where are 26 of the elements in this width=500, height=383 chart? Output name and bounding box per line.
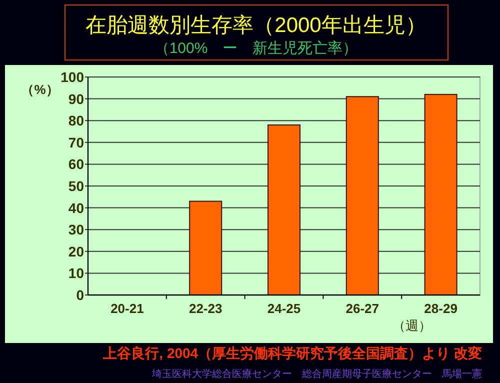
text: 埼玉医科大学総合医療センター 総合周産期母子医療センター 馬場一憲 <box>151 368 482 380</box>
x-tick-label: 20-21 <box>110 301 144 316</box>
x-tick-label: 28-29 <box>424 301 458 316</box>
bar <box>268 124 300 296</box>
bar <box>424 94 458 296</box>
text: 上谷良行, 2004（厚生労働科学研究予後全国調査）より 改変 <box>102 345 482 361</box>
x-axis-title: （週） <box>392 318 432 333</box>
bar <box>346 96 379 296</box>
y-tick-label: 0 <box>76 287 84 303</box>
y-tick-label: 100 <box>60 69 84 85</box>
y-axis-title: （%） <box>21 82 59 97</box>
y-tick-label: 10 <box>68 265 84 282</box>
y-tick-label: 20 <box>68 243 84 260</box>
y-tick-label: 70 <box>68 134 84 150</box>
x-tick-label: 26-27 <box>346 301 380 316</box>
chart-title: 在胎週数別生存率（2000年出生児） <box>86 14 426 37</box>
y-tick-label: 90 <box>68 90 84 107</box>
bar <box>189 200 222 296</box>
y-tick-label: 60 <box>68 156 84 172</box>
y-tick-label: 40 <box>68 200 84 216</box>
x-tick-label: 22-23 <box>188 301 222 316</box>
x-tick-label: 24-25 <box>267 301 301 316</box>
y-tick-label: 80 <box>68 112 84 129</box>
y-tick-label: 50 <box>68 178 84 194</box>
y-tick-label: 30 <box>68 222 84 238</box>
chart-subtitle: （100% ー 新生児死亡率） <box>154 40 358 57</box>
